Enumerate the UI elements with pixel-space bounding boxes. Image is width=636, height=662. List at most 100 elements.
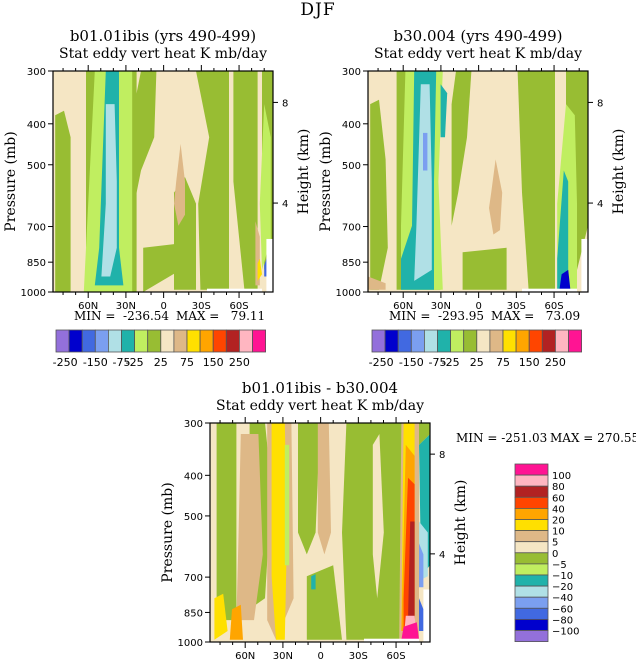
right-axis-label: Height (km)	[611, 129, 627, 215]
colorbar-label: 100	[552, 471, 571, 482]
colorbar-box	[121, 329, 136, 353]
contour-region	[216, 423, 237, 621]
x-tick-label: 30S	[192, 301, 211, 312]
colorbar-box	[410, 329, 425, 353]
plot-field	[53, 71, 273, 293]
colorbar-box	[463, 329, 478, 353]
x-tick-label: 0	[475, 301, 481, 312]
colorbar-box	[502, 329, 517, 353]
colorbar-box	[437, 329, 452, 353]
right-axis-label: Height (km)	[296, 129, 312, 215]
colorbar-box	[134, 329, 149, 353]
panel3-subtitle: Stat eddy vert heat K mb/day	[216, 398, 424, 414]
missing-data	[207, 288, 262, 293]
colorbar-label: -250	[369, 356, 394, 368]
right-tick-label: 4	[282, 199, 288, 210]
panel1-title: b01.01ibis (yrs 490-499)	[69, 27, 257, 45]
y-tick-label: 850	[27, 258, 46, 269]
contour-region	[423, 132, 428, 171]
missing-data	[423, 589, 430, 642]
contour-region	[143, 243, 181, 292]
panel1-colorbar: -250 -150 -75-25 25 75 150 250	[53, 329, 267, 368]
colorbar-label: -150	[399, 356, 424, 368]
contour-region	[451, 71, 472, 226]
contour-region	[298, 423, 320, 555]
y-tick-label: 1000	[336, 288, 361, 299]
colorbar-label: -25	[126, 356, 144, 368]
y-axis-label: Pressure (mb)	[160, 482, 176, 582]
x-tick-label: 30N	[116, 301, 136, 312]
colorbar-label: −40	[552, 593, 573, 604]
panel3-min-label: MIN = -251.03	[456, 431, 548, 445]
colorbar-label: 75	[180, 356, 194, 368]
panel2-colorbar: -250 -150 -75-25 25 75 150 250	[369, 329, 583, 368]
colorbar-label: 10	[552, 527, 565, 538]
contour-region	[419, 423, 430, 445]
colorbar-box	[212, 329, 227, 353]
contour-region	[559, 269, 571, 290]
right-axis-label: Height (km)	[453, 480, 469, 566]
y-tick-label: 850	[342, 258, 361, 269]
contour-region	[134, 71, 157, 204]
contour-region	[257, 258, 262, 281]
colorbar-box	[489, 329, 504, 353]
x-tick-label: 60N	[235, 651, 255, 662]
colorbar-box	[514, 574, 549, 587]
contour-region	[440, 84, 448, 138]
contour-region	[317, 423, 331, 555]
panel2-max-label: MAX = 73.09	[491, 309, 581, 323]
y-tick-label: 400	[342, 120, 361, 131]
colorbar-box	[371, 329, 386, 353]
colorbar-box	[424, 329, 438, 353]
contour-region	[259, 104, 271, 270]
colorbar-box	[514, 563, 549, 576]
colorbar-box	[147, 329, 162, 353]
x-tick-label: 30N	[431, 301, 451, 312]
contour-region	[236, 434, 263, 621]
right-tick-label: 8	[597, 98, 603, 109]
x-tick-label: 0	[317, 651, 323, 662]
colorbar-box	[514, 530, 549, 543]
y-tick-label: 400	[184, 471, 203, 482]
colorbar-label: 20	[552, 516, 565, 527]
panel3-max-label: MAX = 270.55	[550, 431, 636, 445]
colorbar-label: 25	[470, 356, 484, 368]
x-tick-label: 30S	[507, 301, 526, 312]
colorbar-label: 250	[545, 356, 566, 368]
y-tick-label: 850	[184, 608, 203, 619]
colorbar-box	[514, 618, 549, 631]
y-tick-label: 400	[27, 120, 46, 131]
contour-region	[271, 423, 287, 640]
contour-region	[368, 276, 386, 290]
colorbar-box	[514, 552, 549, 565]
missing-data	[522, 288, 577, 293]
colorbar-box	[514, 496, 549, 509]
colorbar-label: 250	[229, 356, 250, 368]
panel2-min-label: MIN = -293.95	[389, 309, 485, 323]
colorbar-label: 150	[203, 356, 224, 368]
y-tick-label: 1000	[21, 288, 46, 299]
y-axis-label: Pressure (mb)	[318, 131, 334, 231]
colorbar-box	[514, 585, 549, 598]
colorbar-box	[514, 485, 549, 498]
missing-data	[364, 638, 419, 643]
colorbar-box	[568, 329, 583, 353]
colorbar-label: −60	[552, 604, 573, 615]
missing-data	[581, 238, 588, 292]
panel2-plot: 300 400 500 700 850 1000 8 4 60N 30N 0 30S 60S Pressu…	[318, 65, 627, 312]
colorbar-box	[94, 329, 109, 353]
y-tick-label: 500	[27, 161, 46, 172]
contour-region	[311, 574, 316, 590]
contour-region	[101, 104, 117, 277]
contour-region	[174, 143, 185, 226]
colorbar-label: -75	[113, 356, 131, 368]
contour-region	[229, 604, 243, 640]
panel1-subtitle: Stat eddy vert heat K mb/day	[59, 46, 267, 62]
colorbar-label: 40	[552, 504, 565, 515]
contour-region	[489, 159, 503, 235]
colorbar-label: −20	[552, 582, 573, 593]
plot-frame	[367, 70, 589, 293]
colorbar-label: −100	[552, 627, 579, 638]
colorbar-box	[225, 329, 240, 353]
